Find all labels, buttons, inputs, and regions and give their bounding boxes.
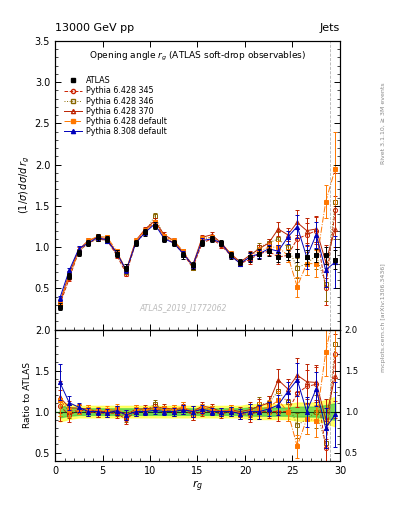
X-axis label: $r_g$: $r_g$ bbox=[192, 478, 203, 494]
Text: Rivet 3.1.10, ≥ 3M events: Rivet 3.1.10, ≥ 3M events bbox=[381, 82, 386, 164]
Y-axis label: Ratio to ATLAS: Ratio to ATLAS bbox=[23, 362, 32, 428]
Y-axis label: $(1/\sigma)\, d\sigma/d\, r_g$: $(1/\sigma)\, d\sigma/d\, r_g$ bbox=[17, 156, 32, 215]
Legend: ATLAS, Pythia 6.428 345, Pythia 6.428 346, Pythia 6.428 370, Pythia 6.428 defaul: ATLAS, Pythia 6.428 345, Pythia 6.428 34… bbox=[62, 74, 169, 139]
Text: Jets: Jets bbox=[320, 23, 340, 33]
Text: mcplots.cern.ch [arXiv:1306.3436]: mcplots.cern.ch [arXiv:1306.3436] bbox=[381, 263, 386, 372]
Text: ATLAS_2019_I1772062: ATLAS_2019_I1772062 bbox=[140, 303, 227, 312]
Text: Opening angle $r_g$ (ATLAS soft-drop observables): Opening angle $r_g$ (ATLAS soft-drop obs… bbox=[89, 50, 306, 62]
Text: 13000 GeV pp: 13000 GeV pp bbox=[55, 23, 134, 33]
